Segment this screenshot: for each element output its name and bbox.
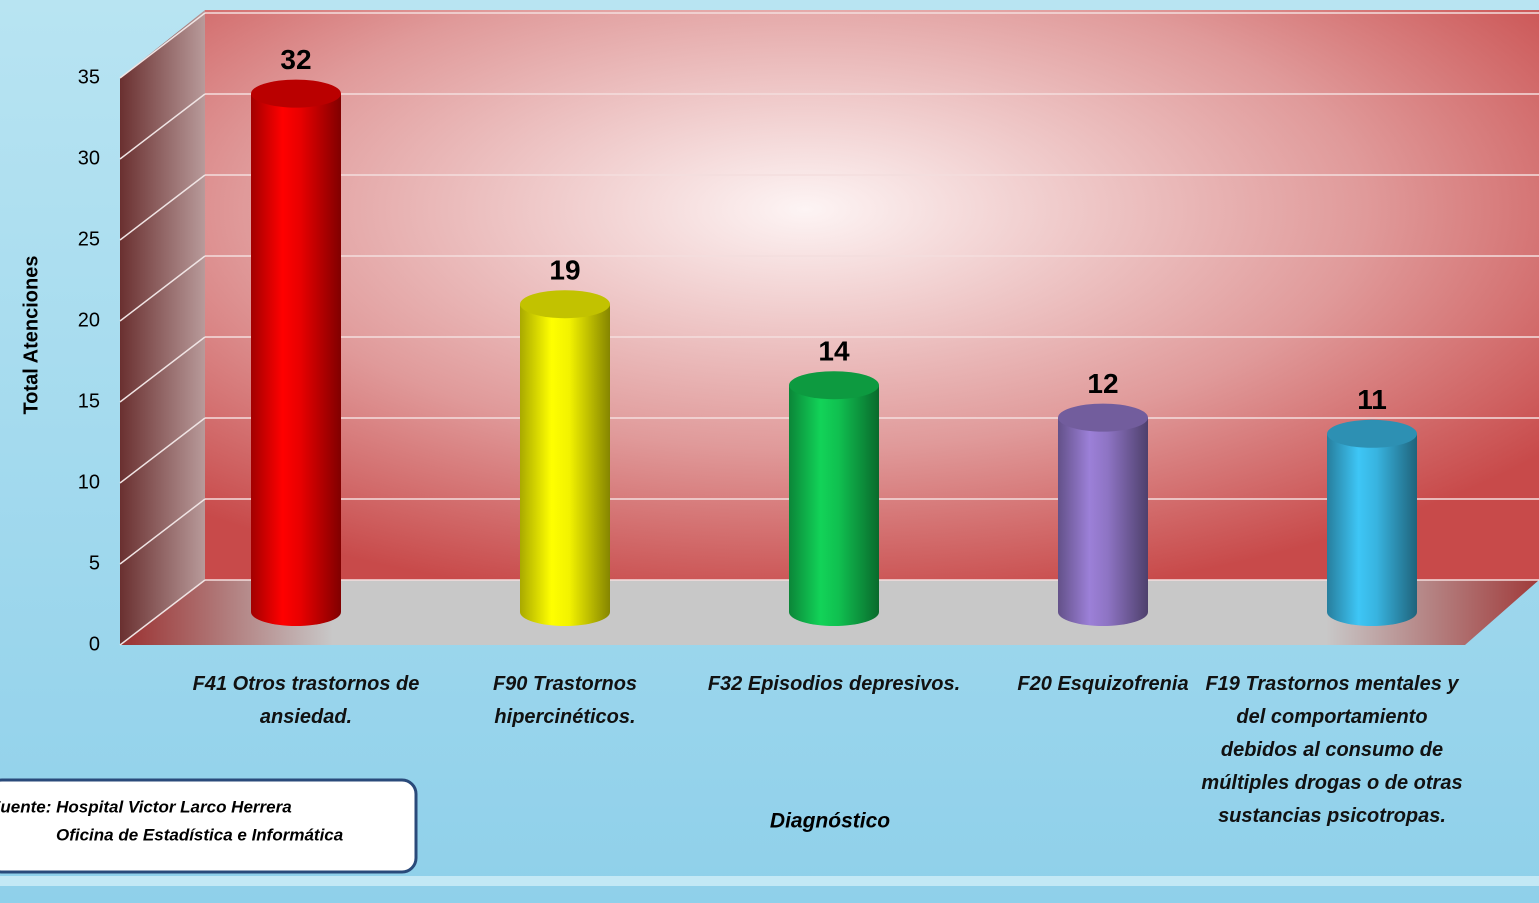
y-tick-label: 20 xyxy=(78,309,100,331)
y-tick-label: 25 xyxy=(78,228,100,250)
x-axis-title: Diagnóstico xyxy=(770,810,890,833)
y-tick-label: 35 xyxy=(78,66,100,88)
bar-top xyxy=(1058,403,1148,432)
source-line: Oficina de Estadística e Informática xyxy=(56,825,343,844)
grid-line xyxy=(119,255,206,322)
grid-line xyxy=(119,579,206,646)
y-tick-label: 5 xyxy=(89,552,100,574)
x-tick-label: F41 Otros trastornos de ansiedad. xyxy=(192,673,420,728)
grid-line xyxy=(119,336,206,403)
value-label: 14 xyxy=(818,336,850,367)
band xyxy=(0,876,1539,886)
side-wall xyxy=(120,10,205,645)
value-label: 11 xyxy=(1357,384,1387,415)
bar xyxy=(1058,417,1148,626)
bar-top xyxy=(251,79,341,108)
grid-line xyxy=(119,174,206,241)
source-box xyxy=(0,778,418,874)
bar xyxy=(520,304,610,626)
bar-top xyxy=(1327,419,1417,448)
bar-top xyxy=(520,290,610,319)
value-label: 12 xyxy=(1087,368,1118,399)
grid-line xyxy=(119,93,206,160)
bar-top xyxy=(789,371,879,400)
grid-line xyxy=(119,417,206,484)
bar xyxy=(789,385,879,626)
y-axis-title: Total Atenciones xyxy=(20,256,42,415)
x-tick-label: F19 Trastornos mentales y del comportami… xyxy=(1201,673,1463,827)
bar xyxy=(1327,433,1417,626)
value-label: 32 xyxy=(280,44,311,75)
x-tick-label: F32 Episodios depresivos. xyxy=(707,673,961,695)
y-tick-label: 10 xyxy=(78,471,100,493)
y-tick-label: 30 xyxy=(78,147,100,169)
source-line: Fuente: Hospital Victor Larco Herrera xyxy=(0,797,292,816)
grid-line xyxy=(119,12,206,79)
grid-line xyxy=(119,498,206,565)
value-label: 19 xyxy=(549,255,580,286)
bar xyxy=(251,93,341,627)
y-tick-label: 0 xyxy=(89,633,100,655)
y-tick-label: 15 xyxy=(78,390,100,412)
x-tick-label: F90 Trastornos hipercinéticos. xyxy=(492,673,638,728)
x-tick-label: F20 Esquizofrenia xyxy=(1017,673,1189,695)
